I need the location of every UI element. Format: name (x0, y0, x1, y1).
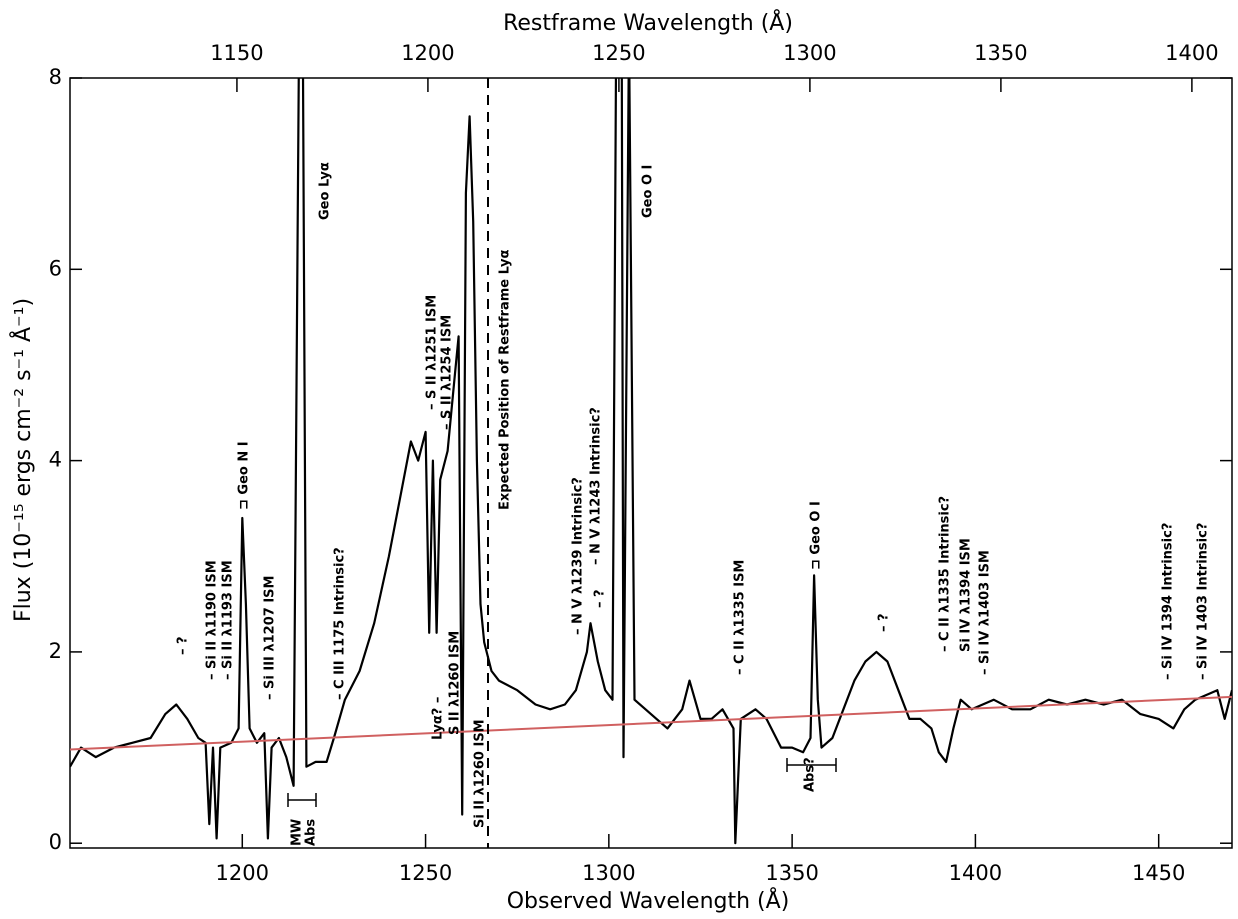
x-tick-label: 1300 (582, 861, 635, 885)
x-tick-label: 1200 (216, 861, 269, 885)
annotation: – Si III λ1207 ISM (263, 576, 278, 700)
x2-tick-label: 1400 (1165, 41, 1218, 65)
x-tick-label: 1250 (399, 861, 452, 885)
annotation: S II λ1260 ISM (448, 631, 463, 735)
annotation: – ? (593, 589, 608, 608)
x-tick-label: 1350 (765, 861, 818, 885)
annotation: ⊐ Geo N I (237, 441, 252, 510)
annotation: Expected Position of Restframe Lyα (498, 250, 513, 510)
annotation: Si II λ1260 ISM (473, 719, 488, 828)
x-tick-label: 1400 (949, 861, 1002, 885)
x2-tick-label: 1350 (974, 41, 1027, 65)
annotation: – Si IV 1403 Intrinsic? (1196, 523, 1211, 680)
y-tick-label: 0 (49, 830, 62, 854)
annotation: – Si II λ1190 ISM (205, 560, 220, 680)
annotation: Geo Lyα (318, 162, 333, 220)
continuum-line (70, 695, 1232, 751)
annotation: – Si II λ1193 ISM (221, 560, 236, 680)
x2-tick-label: 1150 (210, 41, 263, 65)
annotation: ⊐ Geo O I (809, 501, 824, 570)
y-tick-label: 8 (49, 65, 62, 89)
annotation: – N V λ1243 Intrinsic? (589, 407, 604, 565)
annotation: – C III 1175 Intrinsic? (333, 547, 348, 700)
y-tick-label: 6 (49, 256, 62, 280)
annotation: Si IV λ1394 ISM (959, 538, 974, 652)
annotation: – S II λ1254 ISM (440, 315, 455, 430)
y-axis-label: Flux (10⁻¹⁵ ergs cm⁻² s⁻¹ Å⁻¹) (9, 298, 36, 622)
annotation: – Si IV 1394 Intrinsic? (1161, 523, 1176, 680)
y-tick-label: 2 (49, 639, 62, 663)
plot-frame (69, 77, 1233, 849)
annotation: Lyα? – (431, 697, 446, 740)
annotation: – C II λ1335 ISM (733, 560, 748, 675)
annotation: Abs (304, 819, 319, 846)
annotation: – S II λ1251 ISM (425, 295, 440, 410)
y-tick-label: 4 (49, 448, 62, 472)
chart-title: Restframe Wavelength (Å) (503, 9, 793, 36)
x2-tick-label: 1250 (592, 41, 645, 65)
x2-tick-label: 1200 (401, 41, 454, 65)
annotation: Abs? (803, 757, 818, 792)
annotation: – N V λ1239 Intrinsic? (571, 477, 586, 635)
x-axis-label: Observed Wavelength (Å) (507, 887, 790, 914)
x2-tick-label: 1300 (783, 41, 836, 65)
annotation: – ? (877, 613, 892, 632)
annotation: – Si IV λ1403 ISM (978, 550, 993, 675)
annotation: – ? (176, 636, 191, 655)
annotation: Geo O I (641, 165, 656, 218)
annotation: MW (290, 819, 305, 846)
spectrum-line (70, 78, 1232, 845)
plot-area (70, 78, 1232, 848)
x-tick-label: 1450 (1132, 861, 1185, 885)
annotation: – C II λ1335 Intrinsic? (938, 496, 953, 652)
